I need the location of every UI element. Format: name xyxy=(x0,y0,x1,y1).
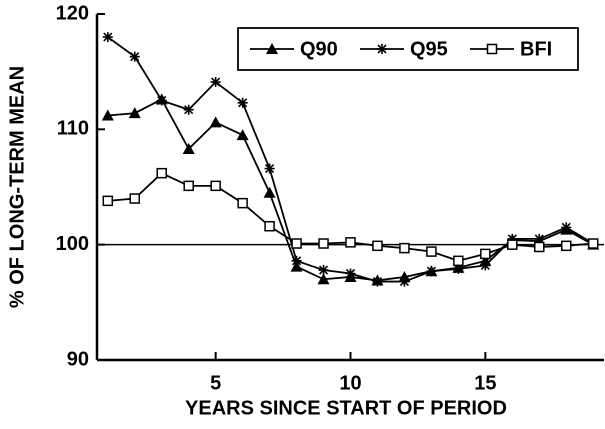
marker-triangle xyxy=(317,273,330,285)
series-line xyxy=(107,98,594,282)
y-axis-label: % OF LONG-TERM MEAN xyxy=(6,66,28,308)
marker-square xyxy=(129,193,141,204)
marker-square xyxy=(453,255,464,267)
marker-asterisk xyxy=(291,255,302,266)
marker-asterisk xyxy=(453,263,464,274)
marker-square xyxy=(534,241,545,253)
marker-triangle xyxy=(101,109,114,121)
marker-triangle xyxy=(263,186,276,198)
marker-square xyxy=(480,248,491,260)
legend-box xyxy=(237,27,579,71)
marker-triangle xyxy=(128,107,141,119)
y-tick-label: 120 xyxy=(56,2,89,24)
marker-square xyxy=(264,220,275,232)
marker-square xyxy=(156,167,167,179)
marker-asterisk xyxy=(156,95,167,106)
series-line xyxy=(107,172,594,262)
marker-triangle xyxy=(266,43,278,54)
marker-square xyxy=(560,240,572,252)
marker-square xyxy=(318,238,329,249)
marker-square xyxy=(587,238,599,249)
marker-triangle xyxy=(209,116,222,128)
marker-asterisk xyxy=(264,163,275,174)
marker-square xyxy=(210,180,221,192)
legend-label: BFI xyxy=(520,38,552,60)
marker-asterisk xyxy=(345,268,356,279)
marker-asterisk xyxy=(534,233,545,244)
marker-asterisk xyxy=(129,51,140,62)
marker-square xyxy=(507,239,518,250)
marker-asterisk xyxy=(480,260,491,271)
marker-triangle xyxy=(236,129,249,141)
legend-label: Q90 xyxy=(300,38,338,60)
marker-square xyxy=(399,242,410,254)
marker-asterisk xyxy=(318,265,329,276)
marker-square xyxy=(486,43,498,55)
marker-asterisk xyxy=(426,266,437,277)
x-tick-label: 15 xyxy=(474,372,496,394)
marker-square xyxy=(372,240,383,252)
marker-asterisk xyxy=(237,97,248,108)
marker-square xyxy=(426,246,437,257)
marker-square xyxy=(102,195,114,207)
marker-asterisk xyxy=(183,104,194,115)
marker-square xyxy=(237,197,248,209)
y-tick-label: 110 xyxy=(57,118,89,140)
marker-square xyxy=(291,238,302,249)
x-tick-label: 5 xyxy=(210,372,221,394)
marker-asterisk xyxy=(561,222,572,233)
legend-label: Q95 xyxy=(410,38,448,60)
marker-asterisk xyxy=(372,276,383,287)
marker-asterisk xyxy=(210,77,221,88)
marker-asterisk xyxy=(399,276,410,287)
marker-triangle xyxy=(290,260,303,272)
marker-asterisk xyxy=(377,44,387,54)
marker-asterisk xyxy=(102,32,113,43)
marker-triangle xyxy=(182,142,195,154)
marker-asterisk xyxy=(507,233,518,244)
x-axis-label: YEARS SINCE START OF PERIOD xyxy=(185,397,507,419)
x-tick-label: 10 xyxy=(339,372,361,394)
marker-square xyxy=(183,180,194,192)
y-tick-label: 100 xyxy=(56,233,89,255)
marker-square xyxy=(345,237,356,248)
y-tick-label: 90 xyxy=(67,348,89,370)
